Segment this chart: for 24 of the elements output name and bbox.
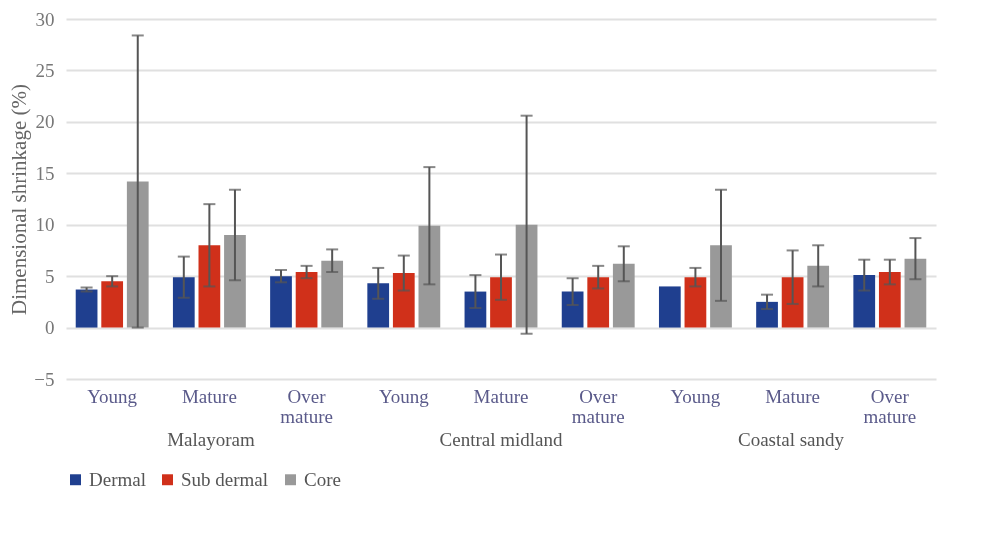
x-tick-label: Mature (181, 385, 237, 407)
y-tick-label: 5 (45, 265, 55, 287)
text: Malayoram (167, 429, 256, 450)
y-tick-label: 0 (45, 317, 55, 339)
y-tick-label: 30 (35, 8, 55, 30)
legend-label: Dermal (89, 468, 146, 490)
x-tick-label: Young (378, 385, 430, 407)
y-tick-label: 10 (35, 214, 55, 236)
legend-label: Core (304, 468, 341, 490)
text: Central midland (439, 429, 563, 450)
y-tick-label: 20 (35, 111, 55, 133)
legend-label: Sub dermal (181, 468, 269, 490)
x-tick-label: Over mature (863, 385, 917, 427)
x-tick-label: Mature (765, 385, 821, 407)
x-tick-label: Over mature (280, 385, 333, 427)
x-tick-label: Young (670, 385, 721, 407)
y-tick-label: −5 (34, 368, 55, 390)
y-axis-title: Dimensional shrinkage (%) (7, 84, 32, 315)
text: Coastal sandy (737, 429, 845, 450)
y-tick-label: 15 (35, 162, 55, 184)
x-tick-label: Mature (473, 385, 529, 407)
y-tick-label: 25 (35, 59, 55, 81)
x-tick-label: Young (87, 385, 138, 407)
x-tick-label: Over mature (571, 385, 625, 427)
